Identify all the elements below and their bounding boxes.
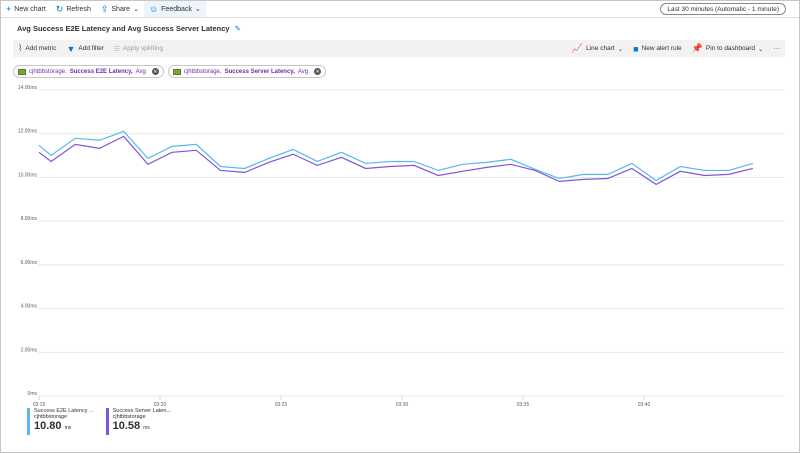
chart-title: Avg Success E2E Latency and Avg Success … <box>17 24 241 33</box>
storage-icon <box>172 68 181 75</box>
feedback-icon: ☺ <box>148 4 159 14</box>
legend-item[interactable]: Success E2E Latency ... cjhtbbstorage 10.8… <box>27 408 94 435</box>
legend-resource: cjhtbbstorage <box>34 414 68 420</box>
x-tick-label: 03:15 <box>33 402 46 408</box>
feedback-label: Feedback <box>161 5 192 13</box>
chevron-down-icon: ⌄ <box>133 6 139 13</box>
y-tick-label: 10.00ms <box>18 172 38 178</box>
storage-icon <box>18 68 26 75</box>
pill-agg: Avg <box>297 68 309 75</box>
y-tick-label: 14.00ms <box>18 85 38 91</box>
y-tick-label: 12.00ms <box>18 129 38 135</box>
add-metric-icon: ⌇ <box>18 43 23 53</box>
metric-pills: cjhtbbstorage, Success E2E Latency, Avg ✕ c… <box>13 65 327 78</box>
series-e2e-latency-line <box>38 130 754 182</box>
metric-pill[interactable]: cjhtbbstorage, Success Server Latency, Avg… <box>167 65 327 78</box>
x-tick-label: 03:30 <box>396 402 409 408</box>
pill-resource: cjhtbbstorage, <box>183 68 222 75</box>
legend-unit: ms <box>64 425 72 431</box>
chevron-down-icon: ⌄ <box>194 6 201 13</box>
chart-legend: Success E2E Latency ... cjhtbbstorage 10.8… <box>27 408 171 435</box>
line-chart-label: Line chart <box>586 45 615 52</box>
pin-to-dashboard-button[interactable]: 📌 Pin to dashboard ⌄ <box>687 40 769 57</box>
legend-name: Success E2E Latency ... <box>34 408 94 414</box>
share-label: Share <box>111 5 131 13</box>
metric-pill[interactable]: cjhtbbstorage, Success E2E Latency, Avg ✕ <box>13 65 164 78</box>
chevron-down-icon: ⌄ <box>617 45 624 53</box>
pill-metric: Success E2E Latency, <box>69 68 133 75</box>
chart-title-text: Avg Success E2E Latency and Avg Success … <box>17 24 230 33</box>
pin-icon: 📌 <box>691 43 703 53</box>
y-tick-label: 0ms <box>28 391 38 397</box>
refresh-label: Refresh <box>66 5 91 13</box>
share-icon: ⇪ <box>100 3 109 14</box>
legend-item[interactable]: Success Server Laten... cjhtbbstorage 10.5… <box>105 408 172 435</box>
splitting-icon: ☷ <box>114 45 120 53</box>
refresh-icon: ↻ <box>55 3 64 14</box>
line-chart: 0ms 2.00ms 4.00ms 6.00ms 8.00ms 10.00ms 12.00m… <box>18 85 785 408</box>
new-alert-rule-button[interactable]: ■ New alert rule <box>628 40 687 57</box>
command-bar: + New chart ↻ Refresh ⇪ Share ⌄ ☺ Feedback ⌄ <box>1 1 799 18</box>
edit-pencil-icon[interactable]: ✎ <box>234 24 241 33</box>
pill-metric: Success Server Latency, <box>224 68 295 75</box>
remove-icon[interactable]: ✕ <box>151 68 159 75</box>
x-tick-label: 03:25 <box>275 402 288 408</box>
apply-splitting-label: Apply splitting <box>122 45 163 52</box>
y-tick-label: 6.00ms <box>21 260 38 266</box>
add-metric-button[interactable]: ⌇ Add metric <box>13 40 61 57</box>
y-tick-label: 2.00ms <box>21 347 38 353</box>
plus-icon: + <box>6 4 12 14</box>
x-tick-label: 03:40 <box>638 402 651 408</box>
x-tick-label: 03:35 <box>517 402 530 408</box>
pill-agg: Avg <box>135 68 146 75</box>
legend-resource: cjhtbbstorage <box>112 414 146 420</box>
line-chart-icon: 📈 <box>571 43 584 53</box>
time-range-picker[interactable]: Last 30 minutes (Automatic - 1 minute) <box>660 3 786 15</box>
legend-name: Success Server Laten... <box>112 408 172 414</box>
refresh-button[interactable]: ↻ Refresh <box>51 1 96 17</box>
legend-value: 10.58 <box>112 420 141 432</box>
metric-toolbar: ⌇ Add metric ▼ Add filter ☷ Apply splitting… <box>13 40 785 57</box>
apply-splitting-button[interactable]: ☷ Apply splitting <box>109 40 168 57</box>
more-button[interactable]: ··· <box>773 45 781 52</box>
new-alert-rule-label: New alert rule <box>641 45 682 52</box>
remove-icon[interactable]: ✕ <box>314 68 322 75</box>
y-tick-label: 4.00ms <box>21 304 38 310</box>
add-filter-label: Add filter <box>78 45 105 52</box>
new-chart-label: New chart <box>14 5 46 13</box>
alert-icon: ■ <box>633 43 639 54</box>
feedback-button[interactable]: ☺ Feedback ⌄ <box>143 1 206 17</box>
add-filter-button[interactable]: ▼ Add filter <box>61 40 109 57</box>
new-chart-button[interactable]: + New chart <box>1 1 51 17</box>
share-button[interactable]: ⇪ Share ⌄ <box>96 1 144 17</box>
add-metric-label: Add metric <box>25 45 57 52</box>
pin-label: Pin to dashboard <box>705 45 756 52</box>
legend-value: 10.80 <box>34 420 62 432</box>
chevron-down-icon: ⌄ <box>758 45 764 53</box>
x-tick-label: 03:20 <box>154 402 167 408</box>
pill-resource: cjhtbbstorage, <box>29 68 67 75</box>
y-tick-label: 8.00ms <box>21 216 38 222</box>
series-server-latency-line <box>38 135 754 186</box>
filter-icon: ▼ <box>66 43 76 54</box>
legend-unit: ms <box>143 425 150 431</box>
line-chart-dropdown[interactable]: 📈 Line chart ⌄ <box>567 40 628 57</box>
